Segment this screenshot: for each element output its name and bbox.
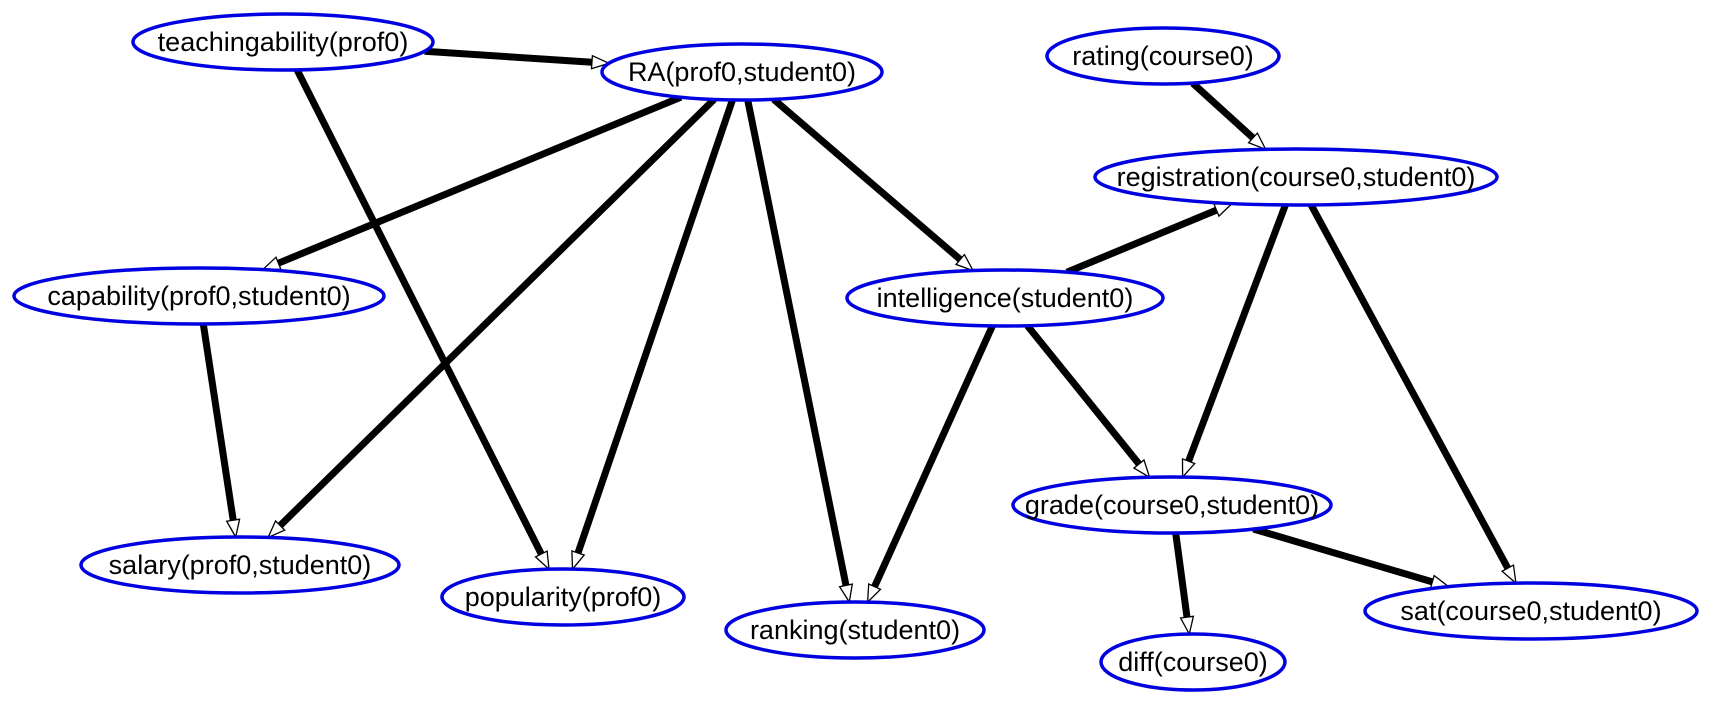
node-diff: diff(course0) <box>1099 632 1287 692</box>
edge-line <box>1024 323 1142 467</box>
node-capability: capability(prof0,student0) <box>12 266 386 326</box>
arrowhead-icon <box>954 253 975 272</box>
edge-registration-to-sat <box>1308 203 1517 585</box>
node-ellipse <box>1363 581 1699 641</box>
edge-line <box>1185 203 1289 463</box>
arrowhead-icon <box>1247 131 1267 151</box>
node-sat: sat(course0,student0) <box>1363 581 1699 641</box>
edge-teachingability-to-popularity <box>293 68 550 571</box>
arrowhead-icon <box>866 583 882 604</box>
node-ranking: ranking(student0) <box>724 600 986 660</box>
edge-line <box>1065 206 1218 276</box>
edge-line <box>574 98 736 555</box>
edge-ra-to-ranking <box>744 99 854 604</box>
edge-line <box>277 93 683 267</box>
arrowhead-icon <box>1132 458 1151 479</box>
edge-line <box>771 96 963 263</box>
edge-line <box>199 323 237 521</box>
edge-line <box>277 96 717 528</box>
edge-line <box>424 47 593 66</box>
node-label: RA(prof0,student0) <box>628 57 856 87</box>
edge-line <box>1172 532 1191 618</box>
node-label: sat(course0,student0) <box>1400 596 1661 626</box>
edge-line <box>293 68 545 556</box>
edge-rating-to-registration <box>1190 80 1267 151</box>
arrowhead-icon <box>266 519 286 539</box>
node-label: diff(course0) <box>1118 647 1268 677</box>
node-ellipse <box>845 268 1165 328</box>
arrowhead-icon <box>534 550 550 571</box>
edge-intelligence-to-grade <box>1024 323 1151 479</box>
node-label: ranking(student0) <box>750 615 960 645</box>
arrowhead-icon <box>590 54 611 70</box>
edge-line <box>871 324 996 589</box>
arrowhead-icon <box>1181 457 1196 479</box>
node-label: popularity(prof0) <box>465 582 662 612</box>
edge-line <box>744 99 850 587</box>
arrowhead-icon <box>1179 615 1195 636</box>
edge-line <box>1252 525 1434 586</box>
arrowhead-icon <box>1213 202 1234 218</box>
node-label: intelligence(student0) <box>877 283 1134 313</box>
node-intelligence: intelligence(student0) <box>845 268 1165 328</box>
node-label: registration(course0,student0) <box>1117 162 1476 192</box>
edge-registration-to-grade <box>1181 203 1289 479</box>
node-ellipse <box>440 567 686 627</box>
node-popularity: popularity(prof0) <box>440 567 686 627</box>
arrowhead-icon <box>571 549 586 571</box>
node-ellipse <box>1093 147 1499 207</box>
node-registration: registration(course0,student0) <box>1093 147 1499 207</box>
node-label: capability(prof0,student0) <box>47 281 350 311</box>
node-ellipse <box>724 600 986 660</box>
edge-ra-to-intelligence <box>771 96 975 272</box>
edge-intelligence-to-ranking <box>866 324 996 604</box>
node-salary: salary(prof0,student0) <box>79 535 401 595</box>
arrowhead-icon <box>261 256 282 271</box>
edge-grade-to-diff <box>1172 532 1195 636</box>
arrowhead-icon <box>1500 564 1517 585</box>
edge-teachingability-to-ra <box>424 47 611 70</box>
edge-ra-to-salary <box>266 96 717 539</box>
arrowhead-icon <box>225 518 241 539</box>
arrowhead-icon <box>838 583 854 604</box>
node-label: grade(course0,student0) <box>1025 490 1319 520</box>
node-ellipse <box>131 12 435 72</box>
edge-line <box>1190 80 1256 141</box>
node-ellipse <box>1099 632 1287 692</box>
node-ellipse <box>1045 26 1281 86</box>
node-ellipse <box>12 266 386 326</box>
edge-line <box>1308 203 1511 570</box>
node-ellipse <box>1011 475 1333 535</box>
nodes-layer: teachingability(prof0) RA(prof0,student0)… <box>12 12 1699 692</box>
edge-grade-to-sat <box>1252 525 1451 589</box>
node-label: teachingability(prof0) <box>158 27 409 57</box>
node-label: salary(prof0,student0) <box>109 550 372 580</box>
node-teachingability: teachingability(prof0) <box>131 12 435 72</box>
edge-ra-to-popularity <box>571 98 736 571</box>
node-label: rating(course0) <box>1072 41 1254 71</box>
node-ellipse <box>600 42 884 102</box>
node-ellipse <box>79 535 401 595</box>
node-ra: RA(prof0,student0) <box>600 42 884 102</box>
edge-capability-to-salary <box>199 323 241 539</box>
edges-layer <box>199 47 1517 636</box>
node-grade: grade(course0,student0) <box>1011 475 1333 535</box>
edge-intelligence-to-registration <box>1065 202 1234 276</box>
node-rating: rating(course0) <box>1045 26 1281 86</box>
